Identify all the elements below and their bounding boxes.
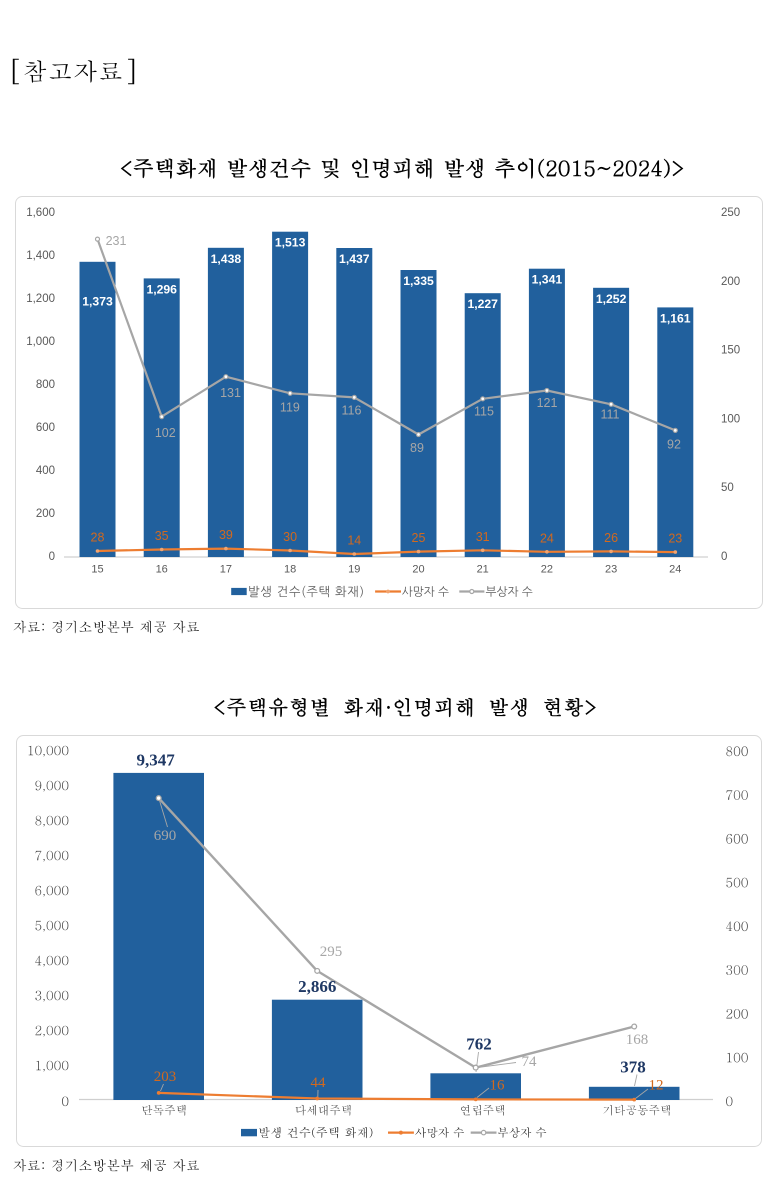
svg-text:600: 600 xyxy=(36,422,55,434)
svg-text:131: 131 xyxy=(220,386,241,400)
svg-text:30: 30 xyxy=(283,530,297,544)
svg-text:116: 116 xyxy=(342,404,362,418)
svg-text:16: 16 xyxy=(490,1078,506,1094)
svg-text:22: 22 xyxy=(541,564,553,576)
svg-text:24: 24 xyxy=(669,564,681,576)
svg-text:1,296: 1,296 xyxy=(146,282,177,296)
svg-text:250: 250 xyxy=(721,207,740,219)
svg-text:1,438: 1,438 xyxy=(211,252,242,266)
svg-text:39: 39 xyxy=(219,528,233,542)
svg-text:21: 21 xyxy=(477,564,489,576)
svg-text:23: 23 xyxy=(668,532,682,546)
svg-text:0: 0 xyxy=(49,551,55,563)
svg-text:200: 200 xyxy=(721,276,740,288)
svg-text:15: 15 xyxy=(91,564,103,576)
svg-text:102: 102 xyxy=(155,426,176,440)
svg-text:18: 18 xyxy=(284,564,296,576)
svg-text:203: 203 xyxy=(154,1069,177,1085)
svg-text:9,347: 9,347 xyxy=(136,750,175,769)
svg-text:1,513: 1,513 xyxy=(275,236,306,250)
svg-text:24: 24 xyxy=(540,531,554,545)
svg-text:1,252: 1,252 xyxy=(596,292,627,306)
svg-text:1,335: 1,335 xyxy=(403,274,434,288)
svg-text:111: 111 xyxy=(600,408,619,422)
svg-text:92: 92 xyxy=(667,438,681,452)
svg-text:100: 100 xyxy=(721,413,740,425)
svg-text:200: 200 xyxy=(36,508,55,520)
svg-text:2,866: 2,866 xyxy=(298,977,336,996)
svg-text:378: 378 xyxy=(620,1058,646,1077)
svg-text:1,000: 1,000 xyxy=(26,336,55,348)
svg-text:17: 17 xyxy=(220,564,232,576)
svg-text:35: 35 xyxy=(155,529,169,543)
svg-text:400: 400 xyxy=(36,465,55,477)
svg-text:1,373: 1,373 xyxy=(82,295,113,309)
svg-text:26: 26 xyxy=(604,531,618,545)
svg-text:89: 89 xyxy=(410,441,424,455)
svg-text:150: 150 xyxy=(721,345,740,357)
svg-text:28: 28 xyxy=(91,531,105,545)
svg-text:1,200: 1,200 xyxy=(26,293,55,305)
svg-text:23: 23 xyxy=(605,564,617,576)
svg-text:14: 14 xyxy=(347,534,361,548)
svg-text:1,341: 1,341 xyxy=(532,273,563,287)
svg-text:1,437: 1,437 xyxy=(339,252,370,266)
svg-text:121: 121 xyxy=(537,396,558,410)
svg-text:295: 295 xyxy=(320,944,343,960)
svg-text:19: 19 xyxy=(348,564,360,576)
svg-text:50: 50 xyxy=(721,482,734,494)
svg-text:762: 762 xyxy=(466,1035,492,1054)
svg-text:44: 44 xyxy=(311,1075,327,1091)
svg-text:119: 119 xyxy=(280,400,300,414)
svg-text:690: 690 xyxy=(154,828,177,844)
svg-text:16: 16 xyxy=(156,564,168,576)
svg-text:1,600: 1,600 xyxy=(26,207,55,219)
svg-text:12: 12 xyxy=(649,1078,664,1094)
svg-text:1,161: 1,161 xyxy=(660,311,691,325)
svg-text:25: 25 xyxy=(412,531,426,545)
svg-text:800: 800 xyxy=(36,379,55,391)
svg-text:74: 74 xyxy=(522,1054,538,1070)
svg-text:1,227: 1,227 xyxy=(467,297,498,311)
svg-text:168: 168 xyxy=(626,1032,649,1048)
svg-text:20: 20 xyxy=(412,564,424,576)
svg-text:0: 0 xyxy=(721,551,727,563)
svg-text:31: 31 xyxy=(476,530,490,544)
svg-text:1,400: 1,400 xyxy=(26,250,55,262)
svg-text:115: 115 xyxy=(474,405,494,419)
svg-text:231: 231 xyxy=(106,234,127,248)
